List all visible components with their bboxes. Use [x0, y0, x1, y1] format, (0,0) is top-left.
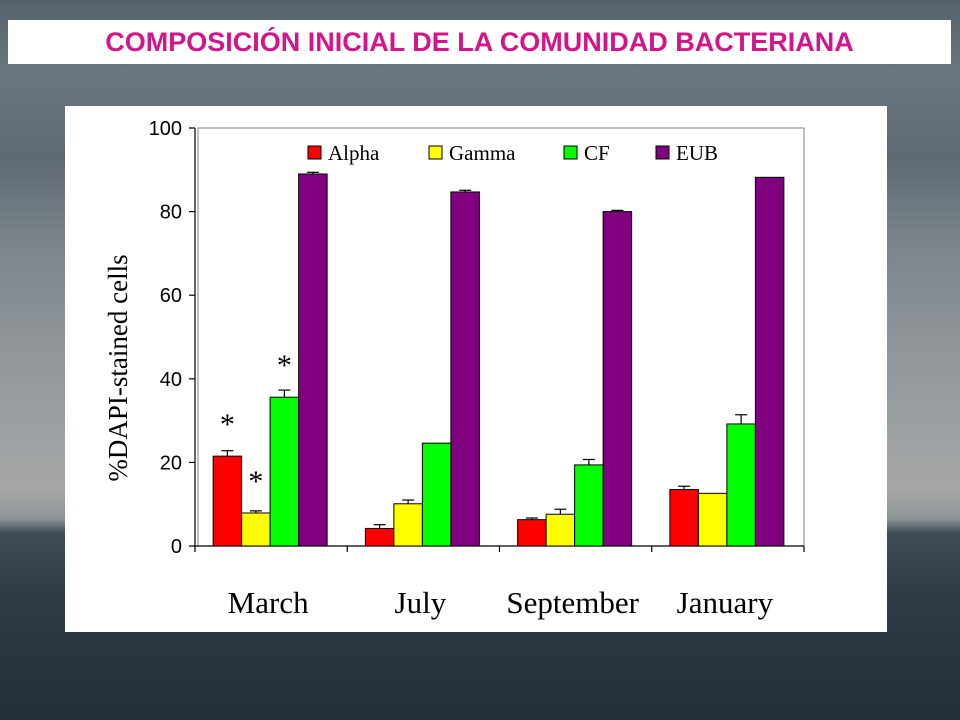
legend-label-alpha: Alpha — [328, 141, 380, 165]
legend-label-cf: CF — [584, 141, 610, 165]
bar-eub-july — [450, 191, 480, 547]
bar-alpha-july — [364, 527, 395, 547]
bar-cf-july — [421, 442, 452, 547]
significance-asterisk: * — [248, 465, 263, 498]
chart-panel: 0 20 40 60 80 100 Alpha Gamma CF EUB March July Se… — [65, 106, 887, 632]
bar-gamma-march — [241, 512, 271, 547]
bar-chart: 0 20 40 60 80 100 Alpha Gamma CF EUB March July Se… — [103, 118, 805, 620]
y-tick-label: 20 — [160, 452, 182, 474]
bar-eub-january — [754, 176, 785, 547]
x-category-label: July — [395, 585, 447, 620]
x-category-label: March — [228, 585, 309, 620]
legend-label-gamma: Gamma — [449, 141, 516, 165]
bar-alpha-january — [669, 489, 699, 547]
y-tick-label: 80 — [160, 202, 182, 224]
slide-title: COMPOSICIÓN INICIAL DE LA COMUNIDAD BACT… — [8, 20, 951, 64]
bar-eub-march — [298, 173, 328, 547]
bar-cf-september — [574, 464, 604, 547]
y-axis-label: %DAPI-stained cells — [103, 254, 133, 481]
legend-swatch-eub — [655, 145, 670, 160]
significance-asterisk: * — [220, 408, 235, 441]
bar-alpha-march — [212, 455, 243, 547]
bar-gamma-july — [393, 503, 423, 547]
y-tick-label: 60 — [160, 285, 182, 307]
bar-cf-march — [269, 396, 300, 547]
bar-eub-september — [602, 211, 633, 547]
bar-gamma-september — [545, 513, 576, 547]
y-tick-label: 40 — [160, 369, 182, 391]
x-category-label: September — [506, 585, 639, 620]
legend-swatch-alpha — [307, 145, 322, 160]
y-tick-label: 0 — [171, 536, 182, 558]
x-category-label: January — [677, 585, 774, 620]
significance-asterisk: * — [277, 349, 292, 382]
legend-swatch-gamma — [428, 145, 443, 160]
bar-gamma-january — [697, 492, 728, 547]
bar-alpha-september — [517, 519, 547, 547]
bar-cf-january — [726, 423, 756, 547]
legend-swatch-cf — [563, 145, 578, 160]
legend-label-eub: EUB — [676, 141, 718, 165]
y-tick-label: 100 — [149, 118, 182, 140]
